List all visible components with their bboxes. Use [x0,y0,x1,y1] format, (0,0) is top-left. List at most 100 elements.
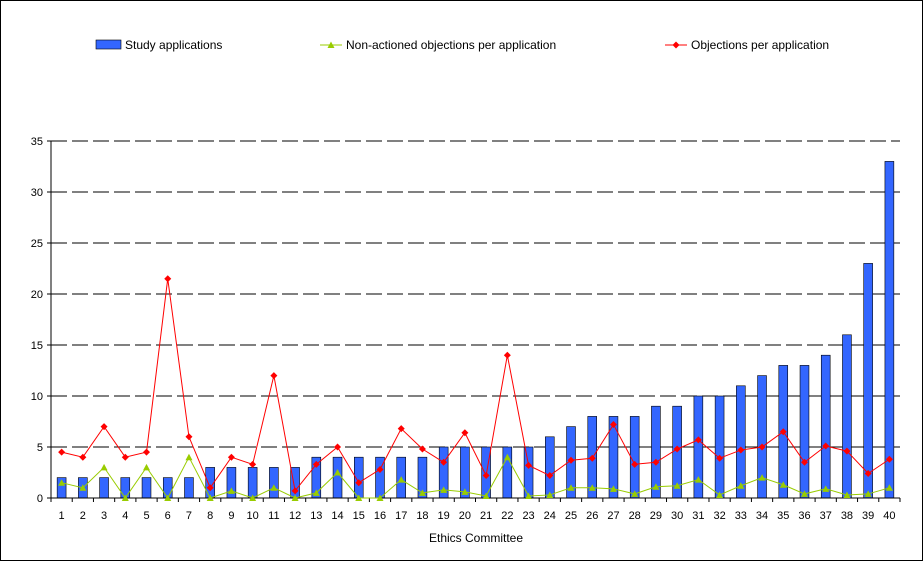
data-point [270,484,278,491]
x-tick-label: 29 [650,510,662,522]
y-tick-label: 25 [31,238,43,250]
x-tick-label: 12 [289,510,301,522]
bar [863,263,873,499]
data-point [164,275,172,283]
data-point [503,453,511,461]
x-tick-label: 8 [207,510,213,522]
x-tick-label: 20 [459,510,471,522]
data-point [249,460,257,468]
data-point [185,453,193,461]
x-tick-label: 36 [798,510,810,522]
bar [820,354,831,499]
data-point [58,448,66,456]
data-point [864,490,872,497]
data-point [716,491,724,498]
data-point [461,429,469,437]
data-point [121,453,129,461]
y-tick-label: 20 [31,289,43,301]
bar [736,385,746,499]
data-point [79,484,87,491]
data-point [270,372,278,380]
data-point [652,483,660,490]
x-tick-label: 7 [186,510,192,522]
x-tick-label: 3 [101,510,107,522]
x-tick-label: 39 [862,510,874,522]
data-point [779,428,787,436]
bar [884,161,895,499]
data-point [652,458,660,466]
x-tick-label: 5 [143,510,149,522]
data-point [885,455,893,463]
data-point [249,494,257,501]
x-tick-label: 34 [756,510,768,522]
bar [629,416,640,499]
data-point [567,484,575,491]
x-tick-label: 37 [820,510,832,522]
data-point [758,443,766,451]
data-point [164,494,172,501]
data-point [376,494,384,501]
legend-label: Study applications [125,38,222,52]
bar [842,334,852,499]
data-point [355,479,363,487]
bar [332,456,343,499]
x-tick-label: 2 [80,510,86,522]
bar [141,477,152,499]
bar [714,395,725,499]
x-tick-label: 35 [777,510,789,522]
y-tick-label: 30 [31,187,43,199]
bar [247,467,258,499]
data-point [631,490,639,497]
data-point [227,487,235,494]
data-point [58,479,66,486]
bar-series [56,161,895,499]
legend-label: Objections per application [691,38,829,52]
bar [269,467,279,499]
data-point [334,443,342,451]
line-series [58,275,893,501]
x-tick-label: 16 [374,510,386,522]
x-tick-label: 32 [713,510,725,522]
data-point [503,351,511,359]
data-point [716,454,724,462]
data-point [546,491,554,498]
x-tick-label: 4 [122,510,128,522]
x-tick-label: 17 [395,510,407,522]
y-tick-label: 5 [37,442,43,454]
data-point [800,458,808,466]
legend-marker [327,41,335,48]
y-tick-label: 0 [37,493,43,505]
data-point [461,488,469,495]
series-line [61,278,890,493]
data-point [567,456,575,464]
data-point [440,486,448,493]
x-tick-label: 13 [310,510,322,522]
data-point [79,453,87,461]
x-tick-label: 19 [438,510,450,522]
y-tick-label: 15 [31,340,43,352]
x-tick-label: 25 [565,510,577,522]
data-point [864,470,872,478]
data-point [737,446,745,454]
x-tick-label: 1 [59,510,65,522]
x-tick-label: 9 [228,510,234,522]
data-point [334,469,342,476]
data-point [482,492,490,499]
x-tick-label: 21 [480,510,492,522]
x-tick-label: 23 [522,510,534,522]
data-point [546,472,554,480]
data-point [100,423,108,431]
x-tick-label: 15 [353,510,365,522]
data-point [694,436,702,444]
data-point [312,460,320,468]
x-tick-label: 40 [883,510,895,522]
data-point [206,494,214,501]
data-point [843,491,851,498]
data-point [800,490,808,497]
x-tick-label: 30 [671,510,683,522]
gridlines [51,140,900,448]
legend-marker [672,41,680,49]
series-line [61,456,890,499]
